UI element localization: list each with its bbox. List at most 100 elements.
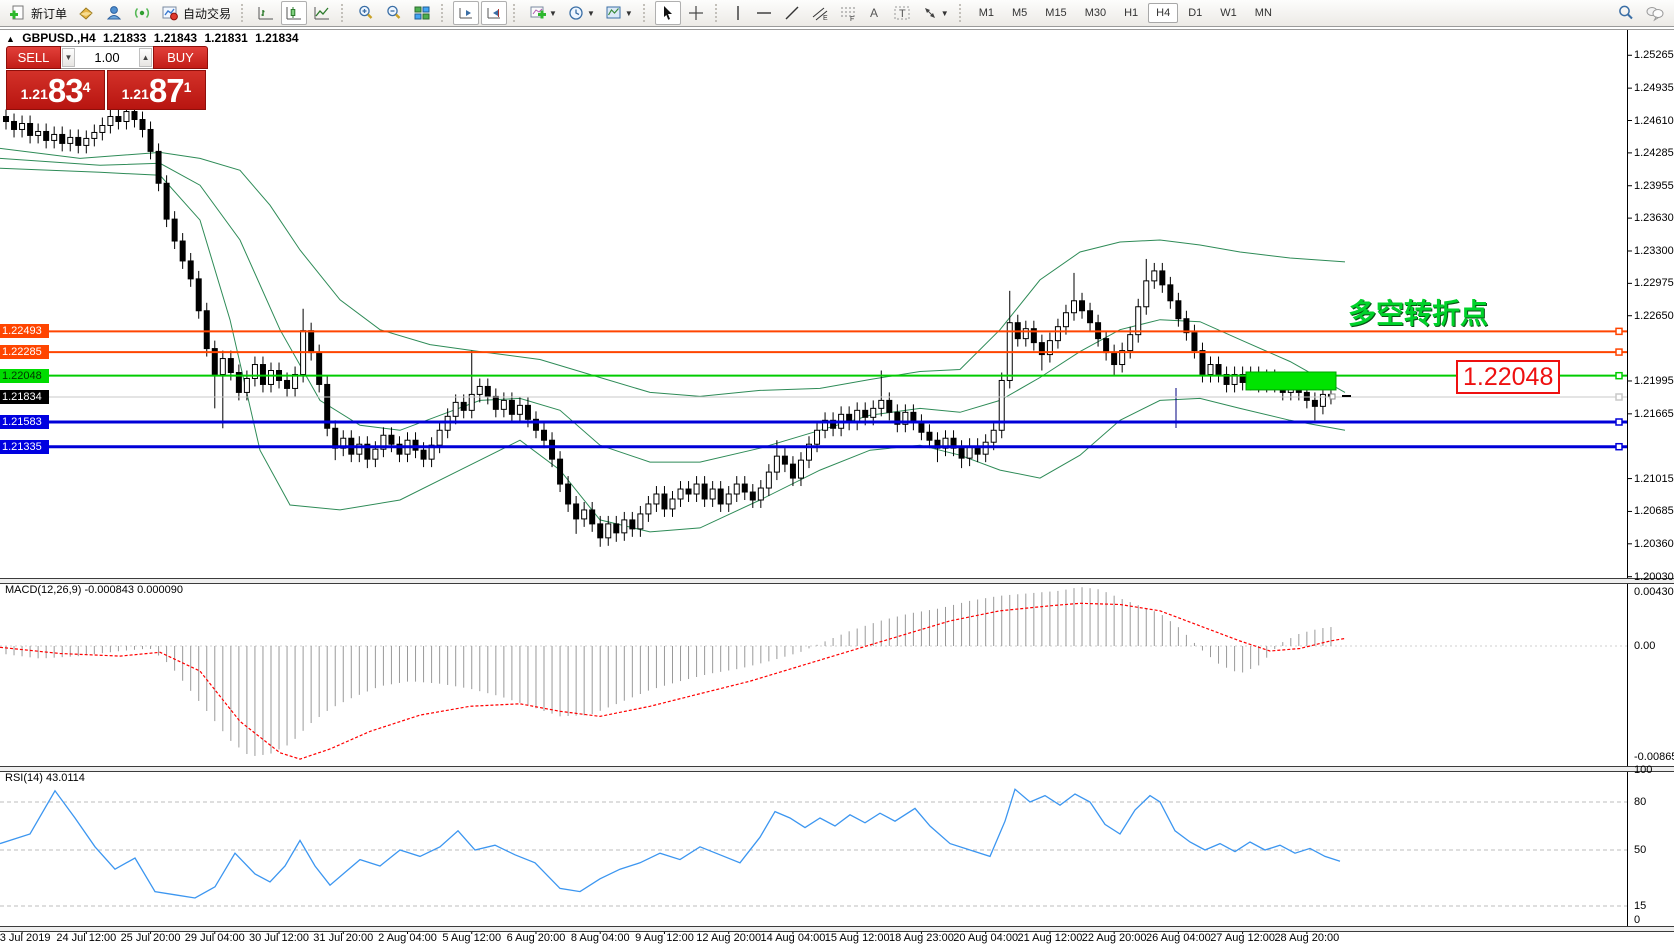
zoom-in-button[interactable] xyxy=(353,1,379,25)
text-button[interactable]: A xyxy=(863,1,887,25)
community-button[interactable] xyxy=(1641,1,1669,25)
trendline-button[interactable] xyxy=(779,1,805,25)
hline-1.21335[interactable] xyxy=(0,442,1627,451)
hline-1.21834 xyxy=(0,393,1627,401)
candle xyxy=(292,373,299,389)
chart-shift-button[interactable] xyxy=(481,1,508,25)
candle xyxy=(83,137,90,146)
sell-button[interactable]: SELL xyxy=(6,46,61,69)
auto-scroll-icon xyxy=(459,8,473,19)
timeframe-m1[interactable]: M1 xyxy=(978,7,994,19)
timeframe-m15[interactable]: M15 xyxy=(1045,7,1067,19)
profile-button[interactable] xyxy=(101,1,127,25)
pane-splitter-macd[interactable] xyxy=(0,578,1674,584)
volume-decrease-button[interactable]: ▼ xyxy=(62,48,75,67)
equidistant-channel-button[interactable]: E xyxy=(807,1,833,25)
collapse-panel-arrow-icon[interactable]: ▲ xyxy=(6,34,15,44)
hline-1.21583[interactable] xyxy=(0,418,1627,426)
text-label-icon: T xyxy=(894,6,910,20)
timeframe-mn[interactable]: MN xyxy=(1254,7,1272,19)
candlestick-chart-button[interactable] xyxy=(281,1,308,25)
candle xyxy=(645,503,652,515)
candle xyxy=(1046,340,1053,356)
price-pane xyxy=(0,103,1346,547)
profile-cloud-icon xyxy=(106,6,122,20)
candle xyxy=(1135,306,1142,336)
search-button[interactable] xyxy=(1613,1,1639,25)
arrows-button[interactable]: ▼ xyxy=(917,1,953,25)
cursor-icon xyxy=(663,6,672,20)
signals-button[interactable] xyxy=(129,1,155,25)
candle xyxy=(1207,364,1214,375)
highlight-zone[interactable] xyxy=(1245,371,1337,391)
tile-windows-button[interactable] xyxy=(409,1,435,25)
timeframe-w1[interactable]: W1 xyxy=(1220,7,1237,19)
new-order-button[interactable]: 新订单 xyxy=(5,1,71,25)
arrows-icon xyxy=(924,8,935,18)
horizontal-line-button[interactable] xyxy=(751,1,777,25)
candle xyxy=(27,122,34,136)
candle xyxy=(1199,350,1206,375)
candle xyxy=(597,523,604,539)
timeframe-m5[interactable]: M5 xyxy=(1012,7,1028,19)
line-chart-button[interactable] xyxy=(309,1,335,25)
vertical-line-icon xyxy=(737,6,739,20)
candle xyxy=(51,133,58,141)
candle xyxy=(565,483,572,505)
candle xyxy=(532,418,539,431)
indicators-button[interactable]: ▼ xyxy=(525,1,561,25)
hline-1.22285[interactable] xyxy=(0,348,1627,356)
candle xyxy=(781,455,788,465)
arrows-caret-icon: ▼ xyxy=(940,8,949,18)
sell-price-sup: 4 xyxy=(82,79,91,95)
crosshair-button[interactable] xyxy=(683,1,709,25)
buy-button[interactable]: BUY xyxy=(153,46,208,69)
hline-1.22048[interactable] xyxy=(0,371,1627,380)
volume-input[interactable] xyxy=(75,47,139,68)
candle xyxy=(669,498,676,510)
auto-trading-button[interactable]: 自动交易 xyxy=(157,1,235,25)
auto-scroll-button[interactable] xyxy=(453,1,480,25)
market-watch-button[interactable] xyxy=(73,1,99,25)
buy-price-tile[interactable]: 1.21 87 1 xyxy=(107,70,206,110)
rsi-label: RSI(14) 43.0114 xyxy=(5,772,85,784)
svg-text:A: A xyxy=(870,6,878,20)
pane-splitter-bottom[interactable] xyxy=(0,926,1674,932)
candle xyxy=(107,116,114,126)
candle xyxy=(396,443,403,455)
vertical-line-button[interactable] xyxy=(727,1,749,25)
text-label-button[interactable]: T xyxy=(889,1,915,25)
candle xyxy=(589,509,596,525)
candle xyxy=(468,393,475,411)
timeframe-h1[interactable]: H1 xyxy=(1124,7,1139,19)
zoom-out-icon xyxy=(387,5,401,19)
turning-point-annotation[interactable]: 多空转折点 xyxy=(1348,298,1489,329)
svg-text:E: E xyxy=(823,15,828,22)
timeframe-m30[interactable]: M30 xyxy=(1084,7,1107,19)
zoom-out-button[interactable] xyxy=(381,1,407,25)
crosshair-icon xyxy=(688,6,703,20)
volume-increase-button[interactable]: ▲ xyxy=(139,48,152,67)
price-level-box[interactable]: 1.22048 xyxy=(1456,360,1561,394)
pane-splitter-rsi[interactable] xyxy=(0,766,1674,772)
line-chart-icon xyxy=(314,7,330,20)
bar-chart-button[interactable] xyxy=(253,1,279,25)
cursor-button[interactable] xyxy=(654,1,681,25)
candle xyxy=(324,383,331,429)
bollinger-middle-band xyxy=(0,157,1346,463)
candle xyxy=(677,488,684,500)
timeframe-h4[interactable]: H4 xyxy=(1148,3,1179,23)
candle xyxy=(19,122,26,130)
templates-button[interactable]: ▼ xyxy=(601,1,637,25)
candle xyxy=(1151,270,1158,282)
sell-price-big: 83 xyxy=(47,72,84,109)
last-bar-marker xyxy=(1329,393,1336,400)
svg-text:T: T xyxy=(899,8,906,20)
candle xyxy=(372,448,379,460)
fibonacci-button[interactable]: F xyxy=(835,1,861,25)
sell-price-tile[interactable]: 1.21 83 4 xyxy=(6,70,105,110)
chat-bubbles-icon xyxy=(1646,7,1664,22)
periods-button[interactable]: ▼ xyxy=(563,1,599,25)
timeframe-d1[interactable]: D1 xyxy=(1188,7,1203,19)
